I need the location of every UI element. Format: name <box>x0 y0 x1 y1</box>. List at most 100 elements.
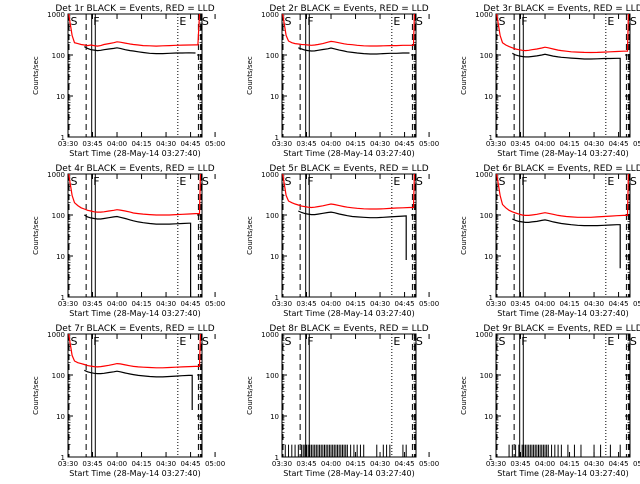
y-axis-label: Counts/sec <box>460 56 468 95</box>
x-tick-label: 04:15 <box>345 460 365 468</box>
plot-3: Det 3r BLACK = Events, RED = LLD Counts/s… <box>460 4 640 158</box>
marker-label: E <box>607 175 614 188</box>
events-series-line <box>84 46 196 55</box>
marker-label: E <box>179 335 186 348</box>
y-tick-label: 1000 <box>261 331 279 339</box>
x-tick-label: 04:00 <box>107 460 127 468</box>
x-axis-label: Start Time (28-May-14 03:27:40) <box>69 309 200 318</box>
marker-label: F <box>93 175 99 188</box>
y-tick-label: 1000 <box>475 11 493 19</box>
y-tick-label: 1 <box>275 454 279 462</box>
events-series-line <box>298 210 407 260</box>
y-tick-label: 10 <box>56 413 65 421</box>
x-tick-label: 04:00 <box>321 460 341 468</box>
x-tick-label: 04:45 <box>180 300 200 308</box>
marker-label: E <box>393 335 400 348</box>
plot-title: Det 9r BLACK = Events, RED = LLD <box>483 324 640 334</box>
marker-label: E <box>179 175 186 188</box>
y-tick-label: 100 <box>480 372 493 380</box>
x-axis-label: Start Time (28-May-14 03:27:40) <box>283 309 414 318</box>
lld-series-line <box>496 173 629 218</box>
x-tick-label: 04:30 <box>370 140 390 148</box>
plot-frame <box>281 13 417 138</box>
marker-label: F <box>307 15 313 28</box>
plot-title: Det 8r BLACK = Events, RED = LLD <box>269 324 428 334</box>
y-tick-label: 10 <box>56 253 65 261</box>
x-tick-label: 03:30 <box>486 460 506 468</box>
x-tick-label: 05:00 <box>419 300 439 308</box>
plot-frame <box>281 173 417 298</box>
y-tick-label: 10 <box>270 253 279 261</box>
marker-label: E <box>607 15 614 28</box>
y-tick-label: 10 <box>270 93 279 101</box>
x-tick-label: 03:45 <box>82 460 102 468</box>
marker-label: S <box>284 15 291 28</box>
x-tick-label: 05:00 <box>419 140 439 148</box>
x-tick-label: 04:30 <box>156 460 176 468</box>
x-tick-label: 03:30 <box>58 460 78 468</box>
plot-title: Det 3r BLACK = Events, RED = LLD <box>483 4 640 14</box>
marker-label: S <box>630 175 637 188</box>
x-tick-label: 04:30 <box>584 460 604 468</box>
x-axis-label: Start Time (28-May-14 03:27:40) <box>497 469 628 478</box>
y-tick-label: 1000 <box>475 331 493 339</box>
marker-label: S <box>416 15 423 28</box>
y-tick-label: 1 <box>275 294 279 302</box>
x-tick-label: 04:15 <box>345 300 365 308</box>
marker-label: S <box>202 15 209 28</box>
y-tick-label: 1 <box>489 454 493 462</box>
plot-title: Det 1r BLACK = Events, RED = LLD <box>55 4 214 14</box>
x-tick-label: 03:45 <box>510 460 530 468</box>
y-tick-label: 100 <box>266 372 279 380</box>
marker-label: F <box>521 335 527 348</box>
plot-title: Det 2r BLACK = Events, RED = LLD <box>269 4 428 14</box>
x-axis-label: Start Time (28-May-14 03:27:40) <box>69 149 200 158</box>
marker-label: F <box>521 15 527 28</box>
plot-title: Det 7r BLACK = Events, RED = LLD <box>55 324 214 334</box>
x-tick-label: 04:45 <box>394 460 414 468</box>
x-tick-label: 03:30 <box>58 300 78 308</box>
x-tick-label: 04:00 <box>535 460 555 468</box>
x-tick-label: 03:30 <box>272 140 292 148</box>
y-tick-label: 100 <box>266 212 279 220</box>
x-tick-label: 04:00 <box>107 140 127 148</box>
x-tick-label: 04:15 <box>559 140 579 148</box>
marker-label: E <box>179 15 186 28</box>
marker-label: S <box>70 15 77 28</box>
marker-label: F <box>93 15 99 28</box>
plot-frame <box>495 13 631 138</box>
y-tick-label: 100 <box>266 52 279 60</box>
x-tick-label: 04:30 <box>584 140 604 148</box>
plot-2: Det 2r BLACK = Events, RED = LLD Counts/s… <box>246 4 439 158</box>
marker-label: E <box>393 15 400 28</box>
y-tick-label: 10 <box>484 413 493 421</box>
y-axis-label: Counts/sec <box>246 56 254 95</box>
plot-title: Det 4r BLACK = Events, RED = LLD <box>55 164 214 174</box>
marker-label: E <box>607 335 614 348</box>
marker-label: S <box>630 15 637 28</box>
y-axis-label: Counts/sec <box>246 376 254 415</box>
y-tick-label: 100 <box>52 212 65 220</box>
x-tick-label: 03:30 <box>58 140 78 148</box>
x-tick-label: 03:45 <box>510 300 530 308</box>
marker-label: F <box>307 335 313 348</box>
x-axis-label: Start Time (28-May-14 03:27:40) <box>69 469 200 478</box>
events-series-line <box>84 369 193 410</box>
x-tick-label: 03:45 <box>82 300 102 308</box>
lld-series-line <box>68 173 201 216</box>
marker-label: S <box>202 175 209 188</box>
x-axis-label: Start Time (28-May-14 03:27:40) <box>283 149 414 158</box>
x-tick-label: 03:45 <box>296 140 316 148</box>
x-tick-label: 04:30 <box>370 460 390 468</box>
marker-label: S <box>202 335 209 348</box>
plot-frame <box>495 173 631 298</box>
y-tick-label: 10 <box>270 413 279 421</box>
y-tick-label: 100 <box>52 52 65 60</box>
marker-label: F <box>307 175 313 188</box>
marker-label: S <box>498 15 505 28</box>
y-axis-label: Counts/sec <box>32 376 40 415</box>
x-tick-label: 03:30 <box>486 300 506 308</box>
marker-label: S <box>70 335 77 348</box>
y-tick-label: 10 <box>56 93 65 101</box>
